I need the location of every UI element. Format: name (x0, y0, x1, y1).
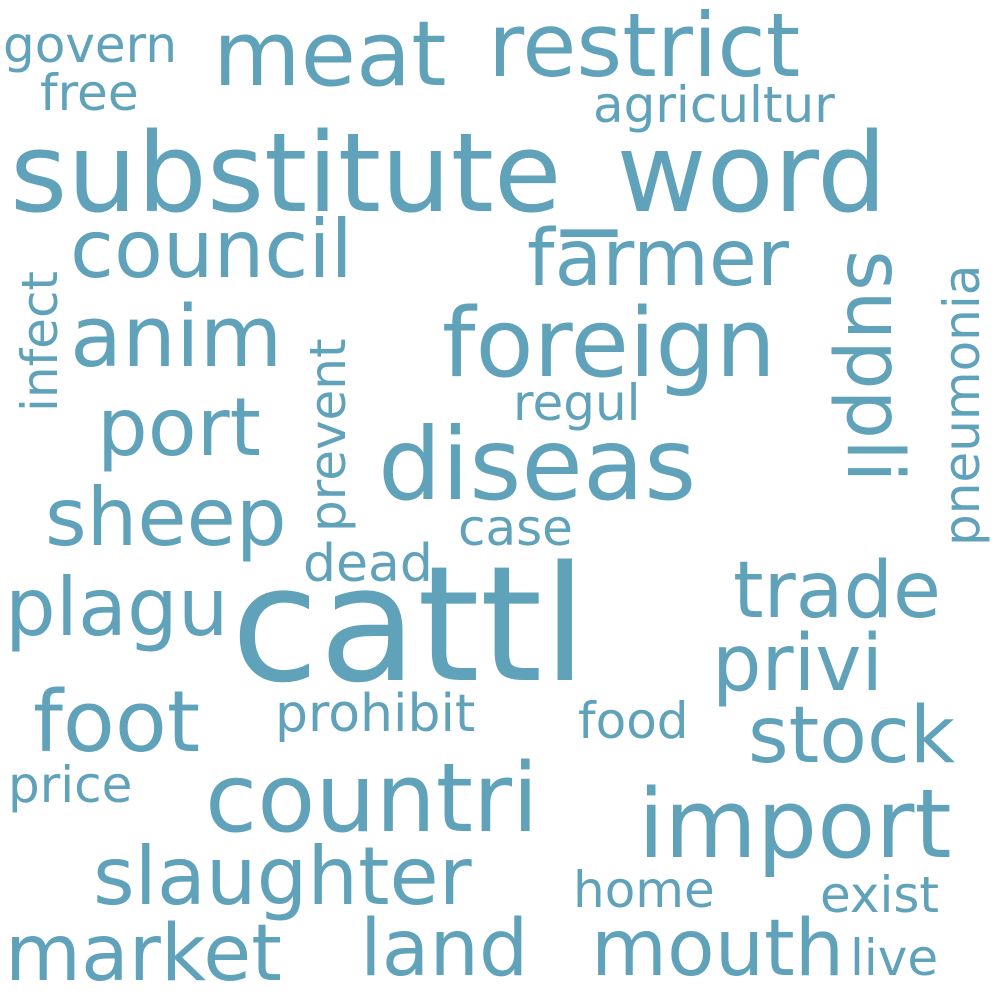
word-land: land (360, 904, 529, 994)
word-exist: exist (820, 866, 940, 924)
word-govern: govern (3, 16, 178, 74)
word-price: price (8, 756, 133, 814)
word-foreign: foreign (442, 289, 776, 399)
word-meat: meat (213, 2, 447, 107)
word-dead: dead (303, 534, 433, 594)
word-home: home (573, 861, 715, 919)
word-free: free (40, 64, 139, 122)
word-regul: regul (513, 374, 641, 432)
word-countri: countri (205, 744, 539, 854)
word-trade: trade (733, 546, 941, 636)
word-import: import (638, 770, 952, 880)
word-market: market (5, 909, 282, 999)
word-substitute-word: substitute_word (10, 109, 887, 237)
word-stock: stock (748, 691, 955, 781)
word-case: case (458, 499, 573, 557)
word-prohibit: prohibit (275, 684, 476, 744)
word-live: live (850, 929, 939, 987)
word-diseas: diseas (378, 406, 697, 523)
word-food: food (578, 692, 689, 750)
word-foot: foot (33, 673, 201, 772)
word-sheep: sheep (45, 471, 287, 564)
word-farmer: farmer (527, 214, 789, 304)
word-agricultur: agricultur (593, 76, 835, 134)
word-privi: privi (712, 619, 884, 709)
word-council: council (70, 203, 353, 296)
word-port: port (97, 381, 261, 474)
word-slaughter: slaughter (93, 830, 472, 923)
word-suppli-vertical: suppli (829, 250, 919, 483)
word-anim: anim (70, 288, 283, 387)
word-mouth: mouth (591, 904, 845, 994)
word-plagu: plagu (5, 561, 229, 654)
word-restrict: restrict (488, 0, 801, 97)
word-cattl: cattl (231, 531, 587, 718)
